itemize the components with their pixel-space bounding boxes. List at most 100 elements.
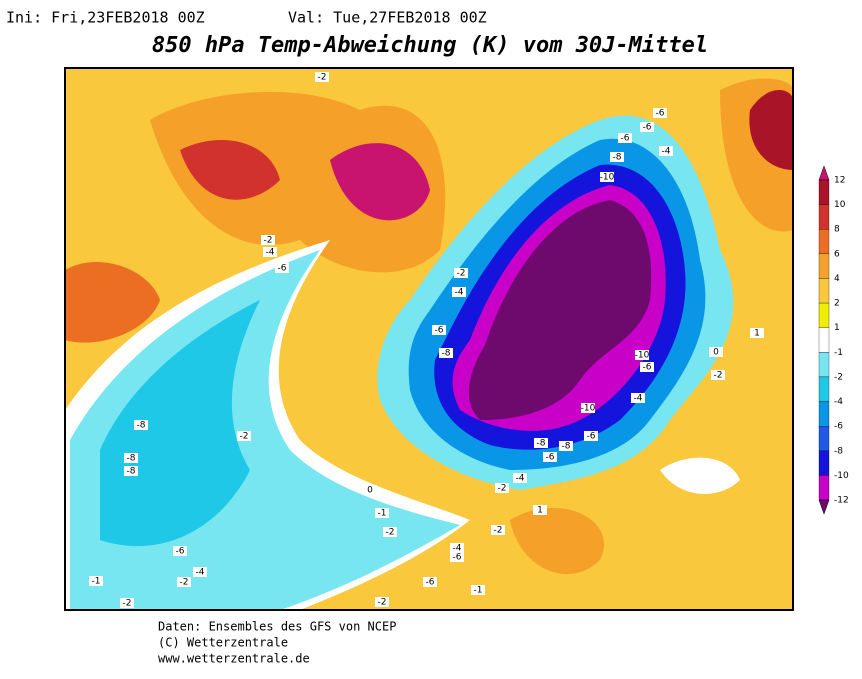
contour-label: -2 <box>498 484 507 494</box>
label-box <box>375 508 389 518</box>
footer-copyright: (C) Wetterzentrale <box>158 636 288 650</box>
contour-label: -6 <box>453 553 462 563</box>
legend-swatch <box>818 229 830 254</box>
label-box <box>640 122 654 132</box>
label-box <box>363 485 377 495</box>
label-box <box>263 247 277 257</box>
label-box <box>640 362 654 372</box>
contour-label: -2 <box>264 236 273 246</box>
label-box <box>750 328 764 338</box>
legend-label: -4 <box>834 397 843 407</box>
label-box <box>89 576 103 586</box>
label-box <box>559 441 573 451</box>
contour-label: -8 <box>137 421 146 431</box>
label-box <box>452 287 466 297</box>
label-box <box>631 393 645 403</box>
label-box <box>454 268 468 278</box>
map-title: 850 hPa Temp-Abweichung (K) vom 30J-Mitt… <box>152 33 708 58</box>
warm-core <box>180 140 280 200</box>
map-frame <box>64 67 794 611</box>
warm-area <box>65 261 160 343</box>
legend-swatch <box>818 179 830 205</box>
legend-swatch <box>818 475 830 501</box>
label-box <box>709 347 723 357</box>
label-box <box>471 585 485 595</box>
contour-label: -6 <box>643 363 652 373</box>
color-legend: 12 10 8 6 4 2 1 -1 -2 -4 -6 -8 -10 -12 <box>818 165 849 515</box>
legend-swatch <box>818 426 830 451</box>
contour-label: 1 <box>754 329 760 339</box>
legend-label: 6 <box>834 249 840 259</box>
contour-label: -2 <box>180 578 189 588</box>
contour-label: -8 <box>442 349 451 359</box>
contour-label: -4 <box>453 544 462 554</box>
legend-label: -2 <box>834 372 843 382</box>
legend-swatch <box>818 204 830 230</box>
contour-label: -6 <box>278 264 287 274</box>
label-box <box>439 348 453 358</box>
label-box <box>659 146 673 156</box>
contour-label: -8 <box>613 153 622 163</box>
contour-label: -10 <box>581 404 596 414</box>
label-box <box>383 527 397 537</box>
valid-time: Val: Tue,27FEB2018 00Z <box>288 9 487 27</box>
legend-swatch <box>818 253 830 279</box>
footer-url: www.wetterzentrale.de <box>158 652 310 666</box>
contour-label: -2 <box>240 432 249 442</box>
contour-label: -6 <box>643 123 652 133</box>
label-box <box>635 350 649 360</box>
contour-label: 0 <box>367 486 373 496</box>
legend-swatch <box>818 302 830 328</box>
label-box <box>375 597 389 607</box>
legend-swatch <box>818 450 830 476</box>
label-box <box>124 453 138 463</box>
contour-label: -6 <box>656 109 665 119</box>
label-box <box>618 133 632 143</box>
cold-core <box>468 200 652 420</box>
warm-core <box>330 143 430 221</box>
contour-label: -2 <box>714 371 723 381</box>
contour-label: -4 <box>196 568 205 578</box>
label-box <box>533 505 547 515</box>
contour-label: -2 <box>494 526 503 536</box>
legend-label: 10 <box>834 200 846 210</box>
legend-label: 4 <box>834 274 840 284</box>
contour-label: -8 <box>127 467 136 477</box>
contour-label: -1 <box>474 586 483 596</box>
contour-label: -2 <box>378 598 387 608</box>
footer-source: Daten: Ensembles des GFS von NCEP <box>158 620 396 634</box>
label-box <box>124 466 138 476</box>
label-box <box>450 552 464 562</box>
legend-label: -6 <box>834 422 843 432</box>
contour-label: -1 <box>92 577 101 587</box>
label-box <box>610 152 624 162</box>
map-field <box>65 68 793 610</box>
contour-label: -8 <box>537 439 546 449</box>
legend-swatch <box>818 401 830 427</box>
label-box <box>432 325 446 335</box>
contour-label: -4 <box>266 248 275 258</box>
label-box <box>177 577 191 587</box>
contour-label: -4 <box>662 147 671 157</box>
contour-label: -10 <box>635 351 650 361</box>
contour-label: -6 <box>426 578 435 588</box>
contour-label: -10 <box>600 173 615 183</box>
label-box <box>261 235 275 245</box>
contour-label: -4 <box>455 288 464 298</box>
label-box <box>275 263 289 273</box>
label-box <box>120 598 134 608</box>
legend-arrow <box>818 165 830 181</box>
contour-label: -4 <box>634 394 643 404</box>
label-box <box>653 108 667 118</box>
label-box <box>534 438 548 448</box>
legend-arrow <box>818 499 830 515</box>
contour-label: 1 <box>537 506 543 516</box>
label-box <box>173 546 187 556</box>
label-box <box>423 577 437 587</box>
label-box <box>491 525 505 535</box>
contour-label: -6 <box>435 326 444 336</box>
warm-area <box>510 507 604 575</box>
neutral-area <box>660 457 740 494</box>
